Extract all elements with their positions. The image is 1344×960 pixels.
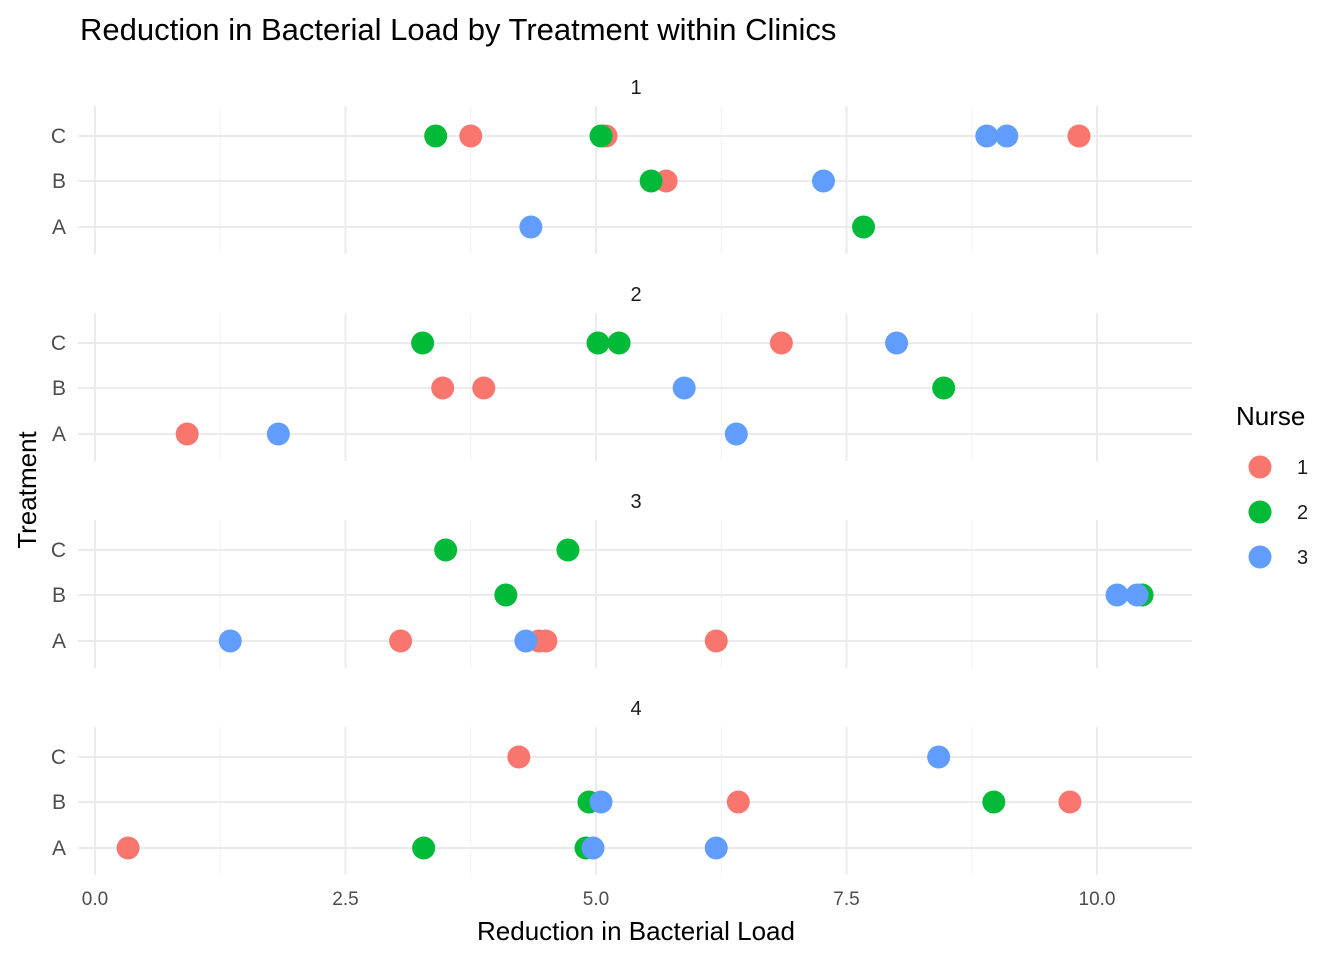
- y-tick-label: B: [52, 377, 66, 400]
- data-point-nurse-3: [514, 629, 538, 653]
- data-point-nurse-3: [724, 422, 748, 446]
- data-point-nurse-3: [704, 836, 728, 860]
- data-point-nurse-1: [459, 124, 483, 148]
- legend-title: Nurse: [1236, 401, 1305, 431]
- data-point-nurse-2: [424, 124, 448, 148]
- y-tick-label: C: [51, 125, 66, 148]
- data-point-nurse-3: [266, 422, 290, 446]
- data-point-nurse-2: [586, 331, 610, 355]
- y-tick-label: C: [51, 539, 66, 562]
- legend-key-nurse-2: [1248, 500, 1272, 524]
- x-tick-label: 0.0: [82, 889, 108, 910]
- data-point-nurse-3: [672, 376, 696, 400]
- data-point-nurse-1: [389, 629, 413, 653]
- data-point-nurse-3: [218, 629, 242, 653]
- data-point-nurse-3: [811, 169, 835, 193]
- data-point-nurse-3: [581, 836, 605, 860]
- data-point-nurse-1: [704, 629, 728, 653]
- data-point-nurse-2: [434, 538, 458, 562]
- y-tick-label: B: [52, 791, 66, 814]
- data-point-nurse-1: [1067, 124, 1091, 148]
- data-point-nurse-3: [519, 215, 543, 239]
- y-tick-label: B: [52, 170, 66, 193]
- legend-label: 2: [1297, 502, 1308, 524]
- data-point-nurse-2: [494, 583, 518, 607]
- data-point-nurse-2: [412, 836, 436, 860]
- data-point-nurse-1: [175, 422, 199, 446]
- data-point-nurse-2: [639, 169, 663, 193]
- x-tick-label: 5.0: [583, 889, 609, 910]
- x-tick-label: 7.5: [833, 889, 859, 910]
- facet-strip-label: 4: [630, 698, 641, 720]
- legend-key-nurse-1: [1248, 455, 1272, 479]
- facet-panel-4: ABC 4: [51, 698, 1192, 875]
- y-tick-label: C: [51, 746, 66, 769]
- y-axis-label: Treatment: [12, 430, 42, 548]
- data-point-nurse-1: [726, 790, 750, 814]
- legend-label: 3: [1297, 547, 1308, 569]
- data-point-nurse-1: [769, 331, 793, 355]
- facet-strip-label: 3: [630, 491, 641, 513]
- y-tick-label: A: [52, 423, 66, 446]
- facet-panel-1: ABC 1: [51, 77, 1192, 254]
- data-point-nurse-3: [975, 124, 999, 148]
- data-point-nurse-1: [507, 745, 531, 769]
- data-point-nurse-3: [927, 745, 951, 769]
- x-tick-label: 2.5: [332, 889, 358, 910]
- facet-panel-3: ABC 3: [51, 491, 1192, 668]
- data-point-nurse-1: [431, 376, 455, 400]
- legend: Nurse 1 2 3: [1236, 401, 1308, 569]
- chart-title: Reduction in Bacterial Load by Treatment…: [80, 12, 836, 47]
- data-point-nurse-2: [982, 790, 1006, 814]
- data-point-nurse-2: [589, 124, 613, 148]
- facet-panel-2: ABC 2: [51, 284, 1192, 461]
- x-axis-label: Reduction in Bacterial Load: [477, 916, 795, 946]
- data-point-nurse-3: [1125, 583, 1149, 607]
- legend-key-nurse-3: [1248, 545, 1272, 569]
- data-point-nurse-3: [995, 124, 1019, 148]
- facet-strip-label: 2: [630, 284, 641, 306]
- data-point-nurse-3: [1105, 583, 1129, 607]
- data-point-nurse-2: [556, 538, 580, 562]
- data-point-nurse-2: [607, 331, 631, 355]
- y-tick-label: B: [52, 584, 66, 607]
- data-point-nurse-2: [932, 376, 956, 400]
- facet-strip-label: 1: [630, 77, 641, 99]
- data-point-nurse-1: [116, 836, 140, 860]
- data-point-nurse-3: [589, 790, 613, 814]
- y-tick-label: A: [52, 837, 66, 860]
- data-point-nurse-2: [852, 215, 876, 239]
- legend-label: 1: [1297, 457, 1308, 479]
- x-axis: 0.0 2.5 5.0 7.5 10.0: [82, 889, 1116, 910]
- y-tick-label: A: [52, 216, 66, 239]
- data-point-nurse-1: [1058, 790, 1082, 814]
- y-tick-label: A: [52, 630, 66, 653]
- data-point-nurse-3: [885, 331, 909, 355]
- y-tick-label: C: [51, 332, 66, 355]
- x-tick-label: 10.0: [1079, 889, 1116, 910]
- data-point-nurse-1: [472, 376, 496, 400]
- data-point-nurse-2: [411, 331, 435, 355]
